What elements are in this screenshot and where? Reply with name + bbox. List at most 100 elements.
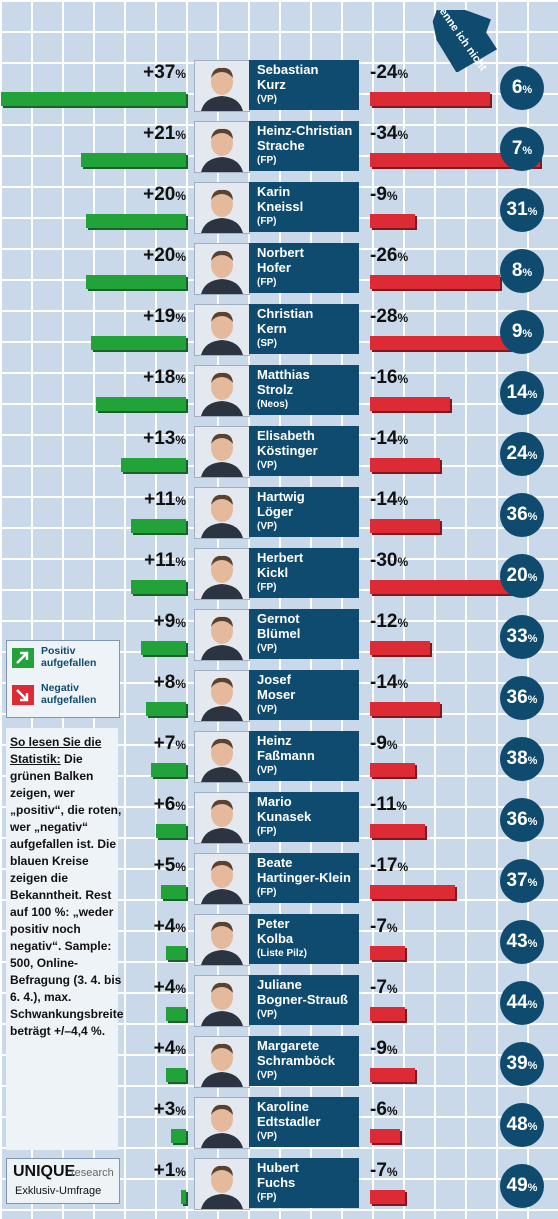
person-row: +8% -14% Josef Moser (VP) 36% <box>0 670 558 731</box>
negative-bar <box>370 153 540 167</box>
negative-value: -30% <box>370 550 409 571</box>
portrait-icon <box>195 976 249 1026</box>
note-text: So lesen Sie die Statistik: Die grünen B… <box>10 734 123 1040</box>
positive-unit: % <box>175 311 186 325</box>
first-name: Hubert <box>257 1160 299 1175</box>
name-box: Margarete Schramböck (VP) <box>249 1036 359 1086</box>
last-name: Bogner-Strauß <box>257 992 348 1007</box>
negative-bar <box>370 702 440 716</box>
negative-bar <box>370 519 440 533</box>
person-row: +3% -6% Karoline Edtstadler (VP) 48% <box>0 1097 558 1158</box>
brand-name: UNIQUE <box>13 1163 76 1180</box>
unknown-circle: 6% <box>500 66 544 110</box>
last-name: Löger <box>257 504 294 519</box>
positive-unit: % <box>175 433 186 447</box>
party-label: (SP) <box>257 338 277 349</box>
person-row: +20% -9% Karin Kneissl (FP) 31% <box>0 182 558 243</box>
person-row: +4% -9% Margarete Schramböck (VP) 39% <box>0 1036 558 1097</box>
negative-unit: % <box>397 555 409 569</box>
positive-unit: % <box>175 921 186 935</box>
unknown-unit: % <box>527 816 538 828</box>
person-row: +20% -26% Norbert Hofer (FP) 8% <box>0 243 558 304</box>
first-name: Norbert <box>257 245 304 260</box>
first-name: Herbert <box>257 550 304 565</box>
positive-bar <box>156 824 186 838</box>
positive-bar <box>86 214 186 228</box>
unknown-unit: % <box>527 389 538 401</box>
person-photo <box>194 304 250 356</box>
unknown-circle: 44% <box>500 981 544 1025</box>
legend-negative: Negativ aufgefallen <box>10 681 116 709</box>
unknown-circle: 8% <box>500 249 544 293</box>
first-name: Karin <box>257 184 291 199</box>
portrait-icon <box>195 427 249 477</box>
legend-positive: Positiv aufgefallen <box>10 644 116 672</box>
portrait-icon <box>195 1098 249 1148</box>
person-row: +21% -34% Heinz-Christian Strache (FP) 7% <box>0 121 558 182</box>
name-box: Elisabeth Köstinger (VP) <box>249 426 359 476</box>
party-label: (FP) <box>257 1192 277 1203</box>
person-photo <box>194 731 250 783</box>
name-box: Sebastian Kurz (VP) <box>249 60 359 110</box>
negative-unit: % <box>397 433 409 447</box>
positive-value: +20% <box>143 245 186 266</box>
party-label: (FP) <box>257 582 277 593</box>
negative-value: -7% <box>370 916 398 937</box>
positive-unit: % <box>175 799 186 813</box>
unknown-unit: % <box>527 450 538 462</box>
positive-unit: % <box>175 1043 186 1057</box>
portrait-icon <box>195 1159 249 1209</box>
unknown-unit: % <box>527 1060 538 1072</box>
positive-bar <box>146 702 186 716</box>
positive-unit: % <box>175 1104 186 1118</box>
last-name: Schramböck <box>257 1053 336 1068</box>
positive-value: +8% <box>153 672 186 693</box>
kenne-ich-nicht-header: Kenne ich nicht <box>432 10 498 72</box>
negative-unit: % <box>397 311 409 325</box>
negative-bar <box>370 275 500 289</box>
party-label: (VP) <box>257 704 277 715</box>
unknown-unit: % <box>527 572 538 584</box>
last-name: Edtstadler <box>257 1114 321 1129</box>
unknown-unit: % <box>527 1182 538 1194</box>
negative-value: -6% <box>370 1099 398 1120</box>
person-row: +4% -7% Peter Kolba (Liste Pilz) 43% <box>0 914 558 975</box>
party-label: (VP) <box>257 1009 277 1020</box>
legend-negative-label: Negativ aufgefallen <box>41 682 97 706</box>
person-row: +6% -11% Mario Kunasek (FP) 36% <box>0 792 558 853</box>
person-row: +19% -28% Christian Kern (SP) 9% <box>0 304 558 365</box>
first-name: Christian <box>257 306 314 321</box>
person-photo <box>194 182 250 234</box>
party-label: (VP) <box>257 1070 277 1081</box>
name-box: Karin Kneissl (FP) <box>249 182 359 232</box>
last-name: Blümel <box>257 626 301 641</box>
unknown-circle: 20% <box>500 554 544 598</box>
name-box: Peter Kolba (Liste Pilz) <box>249 914 359 964</box>
negative-bar <box>370 885 455 899</box>
brand-box: UNIQUE research Exklusiv-Umfrage <box>6 1158 120 1204</box>
negative-unit: % <box>386 1043 398 1057</box>
first-name: Sebastian <box>257 62 319 77</box>
positive-bar <box>91 336 186 350</box>
name-box: Hubert Fuchs (FP) <box>249 1158 359 1208</box>
negative-value: -24% <box>370 62 409 83</box>
negative-bar <box>370 1068 415 1082</box>
person-row: +1% -7% Hubert Fuchs (FP) 49% <box>0 1158 558 1219</box>
last-name: Hofer <box>257 260 291 275</box>
party-label: (FP) <box>257 826 277 837</box>
how-to-read-note: So lesen Sie die Statistik: Die grünen B… <box>6 728 123 1150</box>
first-name: Heinz-Christian <box>257 123 353 138</box>
positive-unit: % <box>175 982 186 996</box>
name-box: Josef Moser (VP) <box>249 670 359 720</box>
negative-bar <box>370 336 510 350</box>
party-label: (VP) <box>257 1131 277 1142</box>
person-photo <box>194 548 250 600</box>
positive-value: +21% <box>143 123 186 144</box>
last-name: Kern <box>257 321 287 336</box>
positive-value: +37% <box>143 62 186 83</box>
unknown-unit: % <box>522 145 533 157</box>
portrait-icon <box>195 793 249 843</box>
first-name: Karoline <box>257 1099 310 1114</box>
name-box: Heinz Faßmann (VP) <box>249 731 359 781</box>
name-box: Hartwig Löger (VP) <box>249 487 359 537</box>
